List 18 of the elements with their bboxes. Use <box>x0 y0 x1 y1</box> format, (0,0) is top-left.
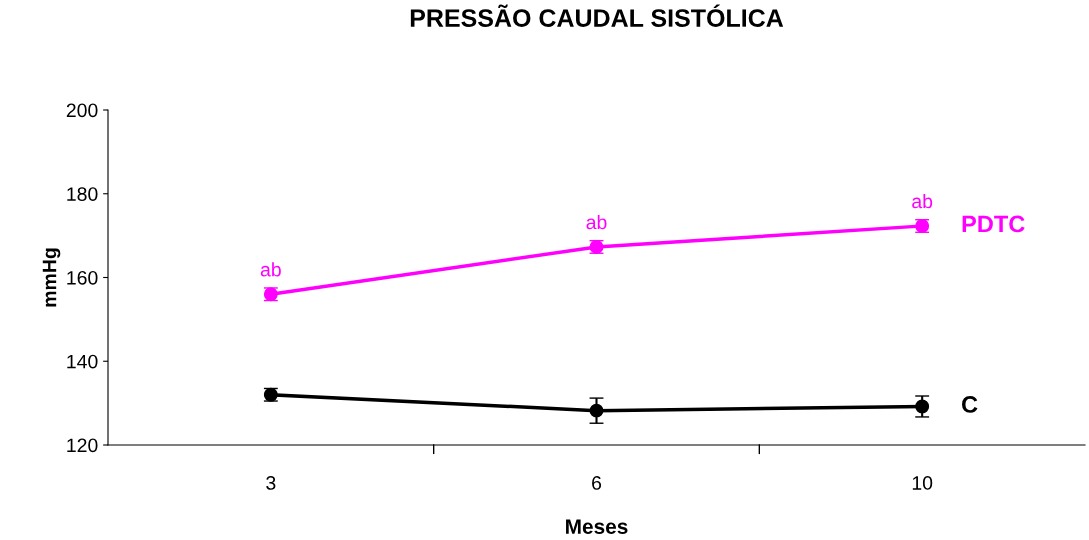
x-tick-label: 6 <box>592 476 602 490</box>
annotation: ab <box>260 262 281 277</box>
x-axis-title: Meses <box>566 519 628 534</box>
y-tick-label: 140 <box>67 354 98 369</box>
y-tick-label: 200 <box>66 103 98 118</box>
y-axis-title: mmHg <box>42 248 61 307</box>
series-label: C <box>962 396 978 413</box>
chart-title: PRESSÃO CAUDAL SISTÓLICA <box>410 4 784 27</box>
annotation: ab <box>912 193 933 209</box>
y-tick-label: 120 <box>67 438 98 453</box>
y-tick-label: 160 <box>67 270 98 285</box>
annotation: ab <box>586 214 607 230</box>
point <box>915 399 930 414</box>
y-tick-label: 180 <box>67 187 98 201</box>
x-tick-label: 3 <box>266 476 276 490</box>
series-label: PDTC <box>962 215 1025 233</box>
x-tick-label: 10 <box>912 476 933 490</box>
point <box>589 403 604 418</box>
